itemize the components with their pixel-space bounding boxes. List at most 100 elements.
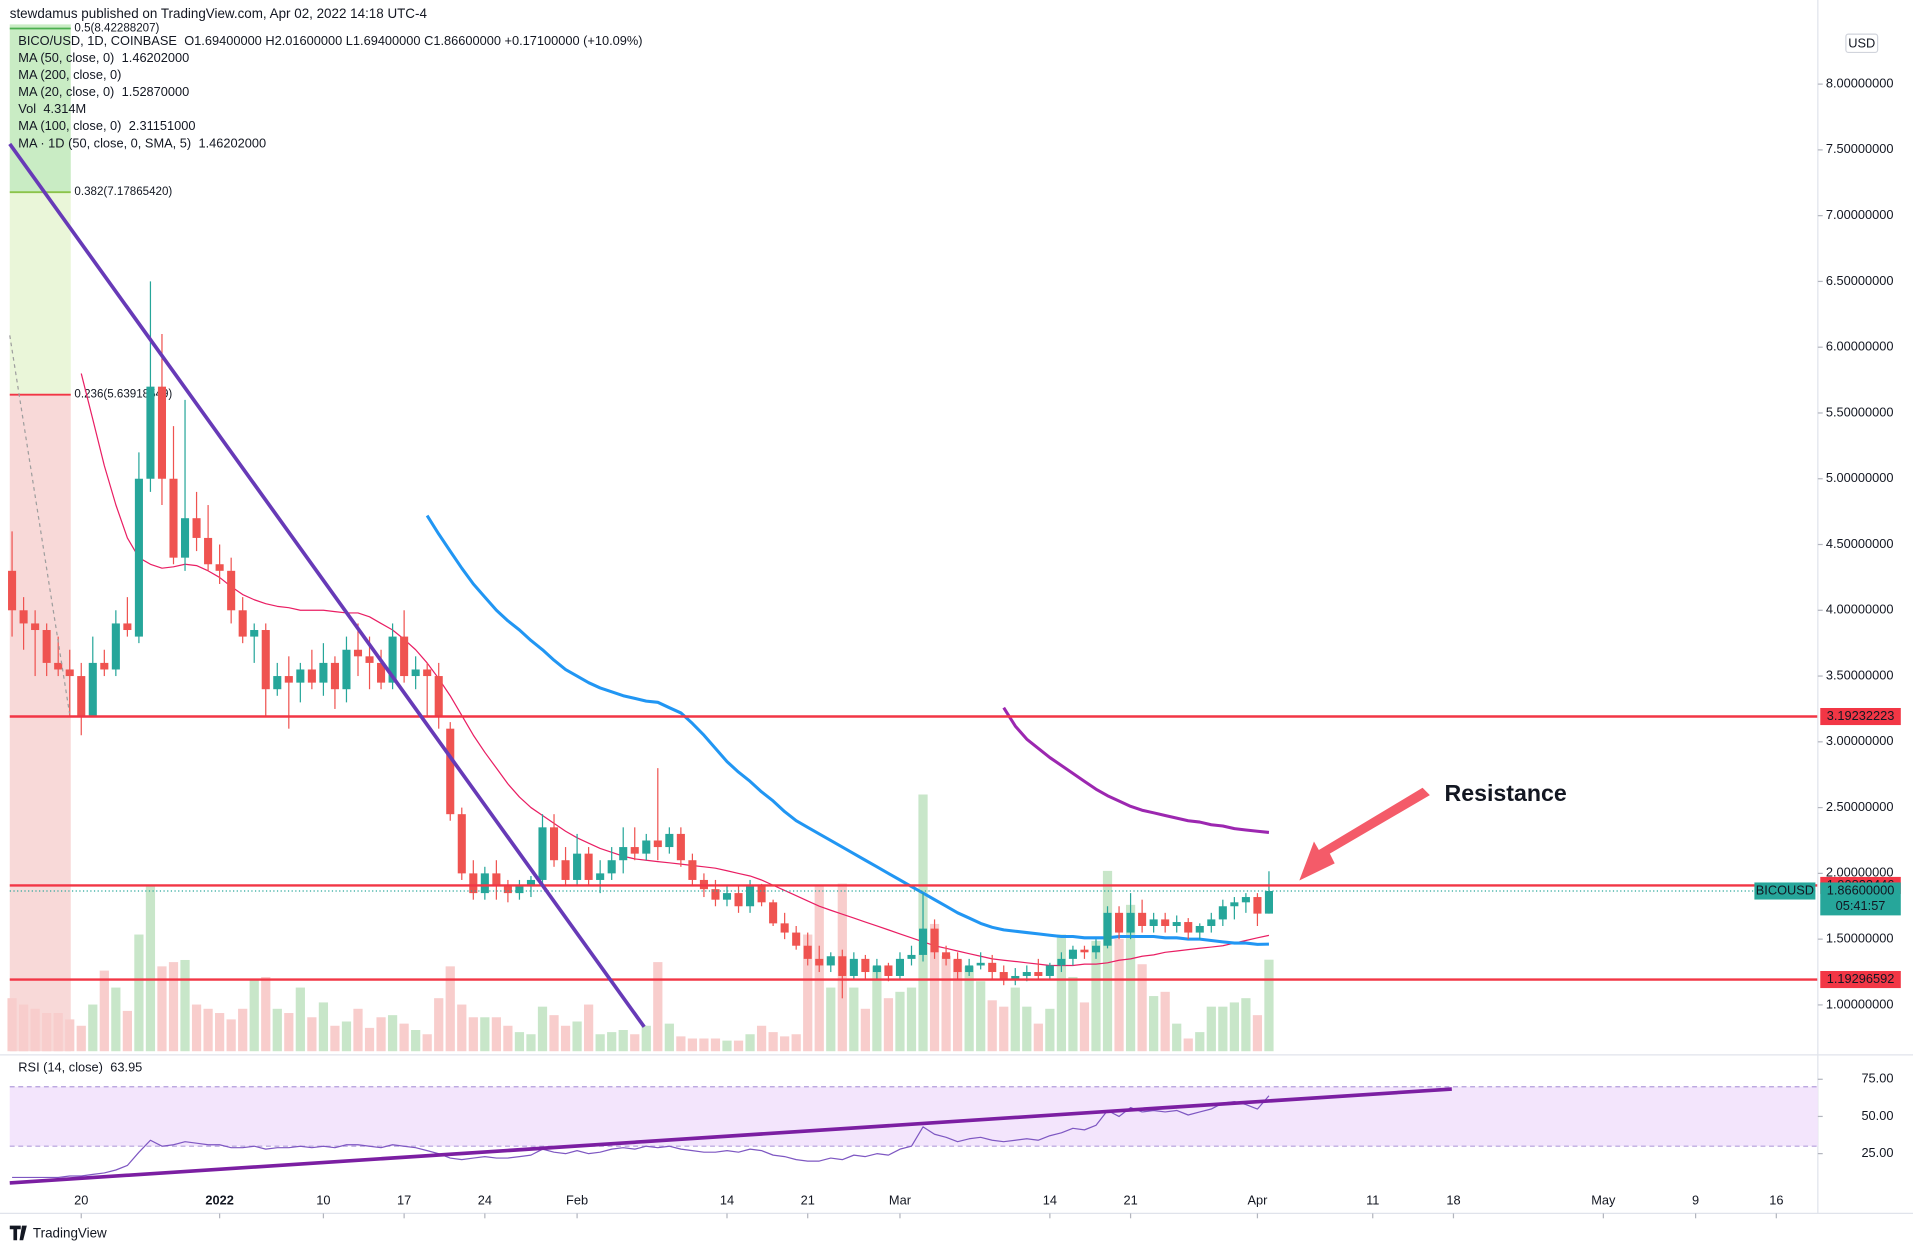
- volume-bar: [457, 1004, 467, 1052]
- volume-bar: [387, 1015, 398, 1052]
- ohlc-legend: O1.69400000 H2.01600000 L1.69400000 C1.8…: [184, 33, 642, 48]
- y-tick-label: 3.00000000: [1826, 733, 1894, 748]
- candle-body: [377, 662, 386, 683]
- candle-body: [400, 636, 409, 677]
- volume-bar: [157, 966, 167, 1052]
- candle-body: [42, 630, 51, 663]
- volume-bar: [1149, 996, 1159, 1052]
- ma-line: [1002, 706, 1270, 834]
- currency-box[interactable]: [1845, 33, 1879, 54]
- volume-bar: [353, 1008, 363, 1052]
- volume-bar: [745, 1034, 755, 1052]
- symbol-box: [1754, 882, 1816, 900]
- candle-body: [273, 676, 282, 690]
- indicator-value: 1.46202000: [122, 50, 190, 65]
- x-tick-label: 10: [316, 1193, 330, 1208]
- volume-bar: [53, 1013, 63, 1052]
- candle-body: [769, 902, 778, 924]
- fib-connector: [9, 335, 71, 714]
- candle-body: [1115, 912, 1124, 933]
- candle-body: [780, 923, 789, 933]
- volume-bar: [215, 1013, 225, 1052]
- candle-body: [884, 965, 893, 976]
- candle-body: [711, 889, 720, 900]
- candle-body: [538, 827, 547, 880]
- volume-bar: [376, 1017, 386, 1052]
- volume-bar: [1091, 940, 1101, 1052]
- volume-bar: [514, 1032, 525, 1052]
- volume-bar: [664, 1023, 674, 1052]
- candle-body: [976, 962, 985, 966]
- candle-body: [1034, 972, 1043, 976]
- volume-bar: [780, 1036, 790, 1052]
- volume-bar: [307, 1017, 317, 1052]
- candle-body: [942, 952, 951, 959]
- volume-bar: [537, 1006, 548, 1052]
- candle-body: [1138, 912, 1147, 926]
- trend-line: [8, 142, 646, 1028]
- volume-bar: [976, 981, 986, 1052]
- volume-bar: [1241, 998, 1251, 1052]
- volume-bar: [572, 1021, 582, 1052]
- volume-bar: [676, 1036, 686, 1052]
- volume-bar: [238, 1008, 248, 1052]
- volume-bar: [65, 1019, 75, 1052]
- volume-bar: [826, 987, 836, 1052]
- volume-bar: [295, 987, 305, 1052]
- rsi-tick-label: 25.00: [1861, 1145, 1893, 1160]
- volume-bar: [399, 1023, 409, 1052]
- volume-bar: [941, 955, 951, 1052]
- candle-body: [642, 840, 651, 854]
- volume-bar: [1079, 1002, 1090, 1052]
- volume-bar: [491, 1017, 501, 1052]
- candle-body: [31, 623, 40, 631]
- level-box: [1820, 707, 1901, 726]
- candle-body: [722, 893, 732, 900]
- candle-body: [861, 958, 870, 973]
- volume-bar: [1218, 1006, 1228, 1052]
- candle-body: [19, 610, 28, 624]
- volume-bar: [1206, 1006, 1216, 1052]
- candle-body: [100, 662, 109, 670]
- candle-body: [284, 676, 293, 683]
- rsi-band: [9, 1086, 1818, 1147]
- candle-body: [849, 958, 858, 976]
- x-tick-label: Feb: [566, 1193, 588, 1208]
- volume-bar: [722, 1040, 732, 1052]
- volume-bar: [987, 1000, 997, 1052]
- rsi-pane: 25.00 50.00 75.00 RSI (14, close) 63.95: [9, 1060, 1893, 1179]
- candle-body: [250, 630, 259, 637]
- level-label: 1.19296592: [1827, 971, 1895, 986]
- volume-bar: [803, 934, 813, 1052]
- x-tick-label: 11: [1366, 1193, 1379, 1208]
- candle-body: [573, 853, 582, 880]
- volume-bar: [272, 1008, 282, 1052]
- candle-body: [1253, 897, 1262, 914]
- y-tick-label: 1.00000000: [1826, 996, 1894, 1011]
- y-tick-label: 6.00000000: [1826, 339, 1894, 354]
- volume-bar: [630, 1034, 640, 1052]
- candle-body: [930, 928, 939, 953]
- candle-body: [330, 662, 339, 690]
- volume-bar: [791, 1034, 801, 1052]
- candle-body: [180, 518, 190, 558]
- y-tick-label: 1.50000000: [1826, 931, 1894, 946]
- candle-body: [1057, 958, 1066, 966]
- volume-bar: [618, 1030, 628, 1052]
- candle-body: [653, 840, 662, 848]
- volume-bar: [964, 966, 974, 1052]
- volume-bar: [895, 991, 905, 1052]
- fib-label: 0.5(8.42288207): [74, 23, 159, 35]
- volume-bar: [1068, 976, 1078, 1052]
- last-price-box: [1820, 882, 1901, 916]
- fib-label: 0.236(5.63918549): [74, 389, 172, 401]
- symbol: BICO/USD, 1D, COINBASE: [18, 33, 177, 48]
- indicator-name: MA · 1D (50, close, 0, SMA, 5): [18, 135, 191, 150]
- indicator-value: 1.52870000: [122, 84, 190, 99]
- currency[interactable]: USD: [1848, 35, 1875, 50]
- volume-bar: [1022, 1006, 1032, 1052]
- x-tick-label: 21: [1123, 1193, 1137, 1208]
- y-tick-label: 8.00000000: [1826, 75, 1894, 90]
- rsi-tick-label: 75.00: [1861, 1071, 1893, 1086]
- volume-bar: [1125, 904, 1136, 1052]
